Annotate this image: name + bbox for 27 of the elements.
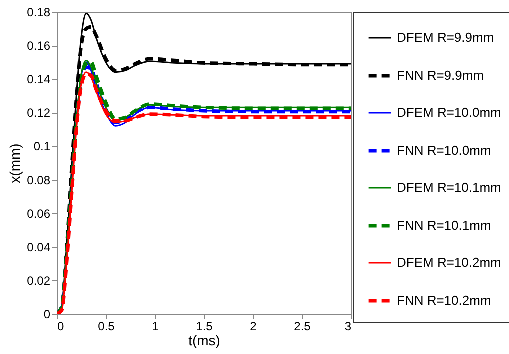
legend-label: FNN R=9.9mm <box>397 68 484 83</box>
x-tick-label: 1 <box>152 320 160 334</box>
y-tick-label: 0 <box>44 308 51 322</box>
y-tick-label: 0.08 <box>27 173 51 188</box>
y-tick-label: 0.04 <box>27 240 51 254</box>
y-tick-label: 0.1 <box>34 140 51 154</box>
x-tick-label: 2.5 <box>294 320 312 334</box>
legend-label: DFEM R=10.1mm <box>397 180 502 195</box>
x-tick-label: 2 <box>250 320 258 334</box>
y-tick-label: 0.06 <box>27 206 51 221</box>
legend-label: DFEM R=9.9mm <box>397 30 494 45</box>
x-tick-label: 3 <box>344 320 352 334</box>
y-tick-label: 0.12 <box>27 106 51 120</box>
x-tick-label: 1.5 <box>196 320 214 334</box>
y-tick-label: 0.02 <box>27 274 51 288</box>
legend-label: DFEM R=10.2mm <box>397 255 502 270</box>
y-tick-label: 0.16 <box>27 39 51 54</box>
y-axis-title: x(mm) <box>7 144 24 184</box>
y-tick-label: 0.14 <box>27 72 51 87</box>
x-tick-label: 0 <box>58 320 64 334</box>
legend-label: FNN R=10.2mm <box>397 293 492 308</box>
legend-label: FNN R=10.0mm <box>397 143 492 158</box>
x-axis-title: t(ms) <box>188 332 220 348</box>
x-tick-label: 0.5 <box>98 320 116 334</box>
legend-label: DFEM R=10.0mm <box>397 105 502 120</box>
y-tick-label: 0.18 <box>27 6 51 20</box>
legend-label: FNN R=10.1mm <box>397 218 492 233</box>
